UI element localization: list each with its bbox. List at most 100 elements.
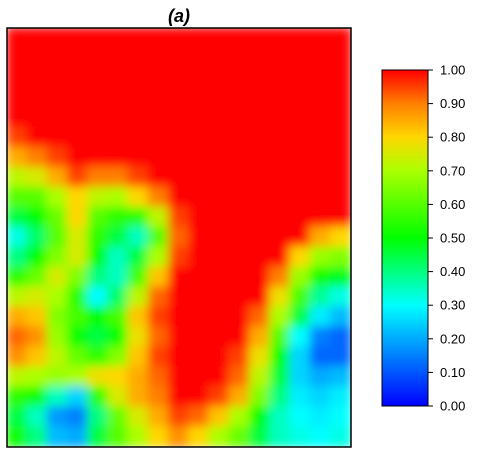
heatmap-cell xyxy=(289,206,312,229)
heatmap-cell xyxy=(66,306,89,329)
heatmap-cell xyxy=(228,86,251,109)
heatmap-cell xyxy=(329,426,351,447)
heatmap-cell xyxy=(127,206,150,229)
heatmap-cell xyxy=(127,246,150,269)
heatmap-cell xyxy=(46,66,69,89)
heatmap-cell xyxy=(147,346,170,369)
heatmap-cell xyxy=(269,386,292,409)
heatmap-cell xyxy=(309,28,332,49)
heatmap-cell xyxy=(188,126,211,149)
colorbar-tick-label: 0.70 xyxy=(440,163,465,178)
heatmap-cell xyxy=(208,66,231,89)
heatmap-cell xyxy=(309,186,332,209)
heatmap-cell xyxy=(26,286,49,309)
heatmap-cell xyxy=(309,106,332,129)
heatmap-cell xyxy=(66,186,89,209)
heatmap-cell xyxy=(208,346,231,369)
heatmap-cell xyxy=(7,126,29,149)
heatmap-cell xyxy=(46,126,69,149)
heatmap-cell xyxy=(46,46,69,69)
heatmap-cell xyxy=(7,326,29,349)
colorbar-tick-label: 0.90 xyxy=(440,96,465,111)
heatmap-cell xyxy=(309,366,332,389)
heatmap-cell xyxy=(147,286,170,309)
heatmap-cell xyxy=(269,346,292,369)
heatmap-cell xyxy=(86,326,110,349)
heatmap-cell xyxy=(167,406,191,429)
heatmap-cell xyxy=(86,426,110,447)
heatmap-cell xyxy=(86,386,110,409)
heatmap-cell xyxy=(147,326,170,349)
heatmap-cell xyxy=(127,46,150,69)
heatmap-cell xyxy=(208,126,231,149)
heatmap-cell xyxy=(208,86,231,109)
heatmap-cell xyxy=(329,326,351,349)
heatmap-cell xyxy=(188,406,211,429)
heatmap-cell xyxy=(46,206,69,229)
heatmap-cell xyxy=(107,246,130,269)
heatmap-cell xyxy=(289,226,312,249)
heatmap-cell xyxy=(248,406,272,429)
heatmap-cell xyxy=(7,346,29,369)
heatmap-cell xyxy=(248,166,272,189)
heatmap-cell xyxy=(107,346,130,369)
heatmap-cell xyxy=(127,166,150,189)
heatmap-cell xyxy=(107,386,130,409)
heatmap-cell xyxy=(147,28,170,49)
heatmap-cell xyxy=(248,386,272,409)
heatmap-cell xyxy=(208,28,231,49)
heatmap-cell xyxy=(66,326,89,349)
heatmap-cell xyxy=(269,186,292,209)
heatmap-cell xyxy=(269,266,292,289)
heatmap-cell xyxy=(228,346,251,369)
heatmap-cell xyxy=(208,366,231,389)
heatmap-cell xyxy=(86,286,110,309)
heatmap-cell xyxy=(26,246,49,269)
heatmap-cell xyxy=(329,166,351,189)
heatmap-cell xyxy=(167,366,191,389)
heatmap-cell xyxy=(309,426,332,447)
heatmap-cell xyxy=(188,226,211,249)
heatmap-cell xyxy=(269,86,292,109)
heatmap-cell xyxy=(107,326,130,349)
heatmap-cell xyxy=(309,326,332,349)
heatmap-cell xyxy=(147,66,170,89)
heatmap-cell xyxy=(7,206,29,229)
heatmap-cell xyxy=(208,206,231,229)
heatmap-cell xyxy=(329,366,351,389)
heatmap-cell xyxy=(107,166,130,189)
heatmap-cell xyxy=(147,406,170,429)
heatmap-cell xyxy=(248,426,272,447)
heatmap-cell xyxy=(167,126,191,149)
heatmap-cell xyxy=(127,266,150,289)
heatmap-cell xyxy=(86,46,110,69)
heatmap-cell xyxy=(107,366,130,389)
heatmap-cell xyxy=(269,406,292,429)
heatmap-cell xyxy=(66,366,89,389)
heatmap-cell xyxy=(329,126,351,149)
heatmap-cell xyxy=(26,46,49,69)
heatmap-cell xyxy=(107,106,130,129)
heatmap-cell xyxy=(7,186,29,209)
heatmap-cell xyxy=(269,226,292,249)
heatmap-cell xyxy=(269,246,292,269)
heatmap-cell xyxy=(248,306,272,329)
colorbar-tick-label: 0.00 xyxy=(440,399,465,414)
heatmap-cell xyxy=(228,366,251,389)
heatmap-cell xyxy=(309,266,332,289)
heatmap-cell xyxy=(188,366,211,389)
heatmap-cell xyxy=(66,426,89,447)
heatmap-cell xyxy=(228,28,251,49)
heatmap-cell xyxy=(248,146,272,169)
heatmap-cell xyxy=(248,186,272,209)
heatmap-cell xyxy=(46,286,69,309)
heatmap-cell xyxy=(289,406,312,429)
colorbar-tick-label: 0.20 xyxy=(440,331,465,346)
heatmap-cell xyxy=(107,46,130,69)
heatmap-cell xyxy=(309,246,332,269)
heatmap-cell xyxy=(228,226,251,249)
heatmap-cell xyxy=(26,146,49,169)
heatmap-cell xyxy=(248,366,272,389)
heatmap-cell xyxy=(107,266,130,289)
heatmap-cell xyxy=(208,406,231,429)
